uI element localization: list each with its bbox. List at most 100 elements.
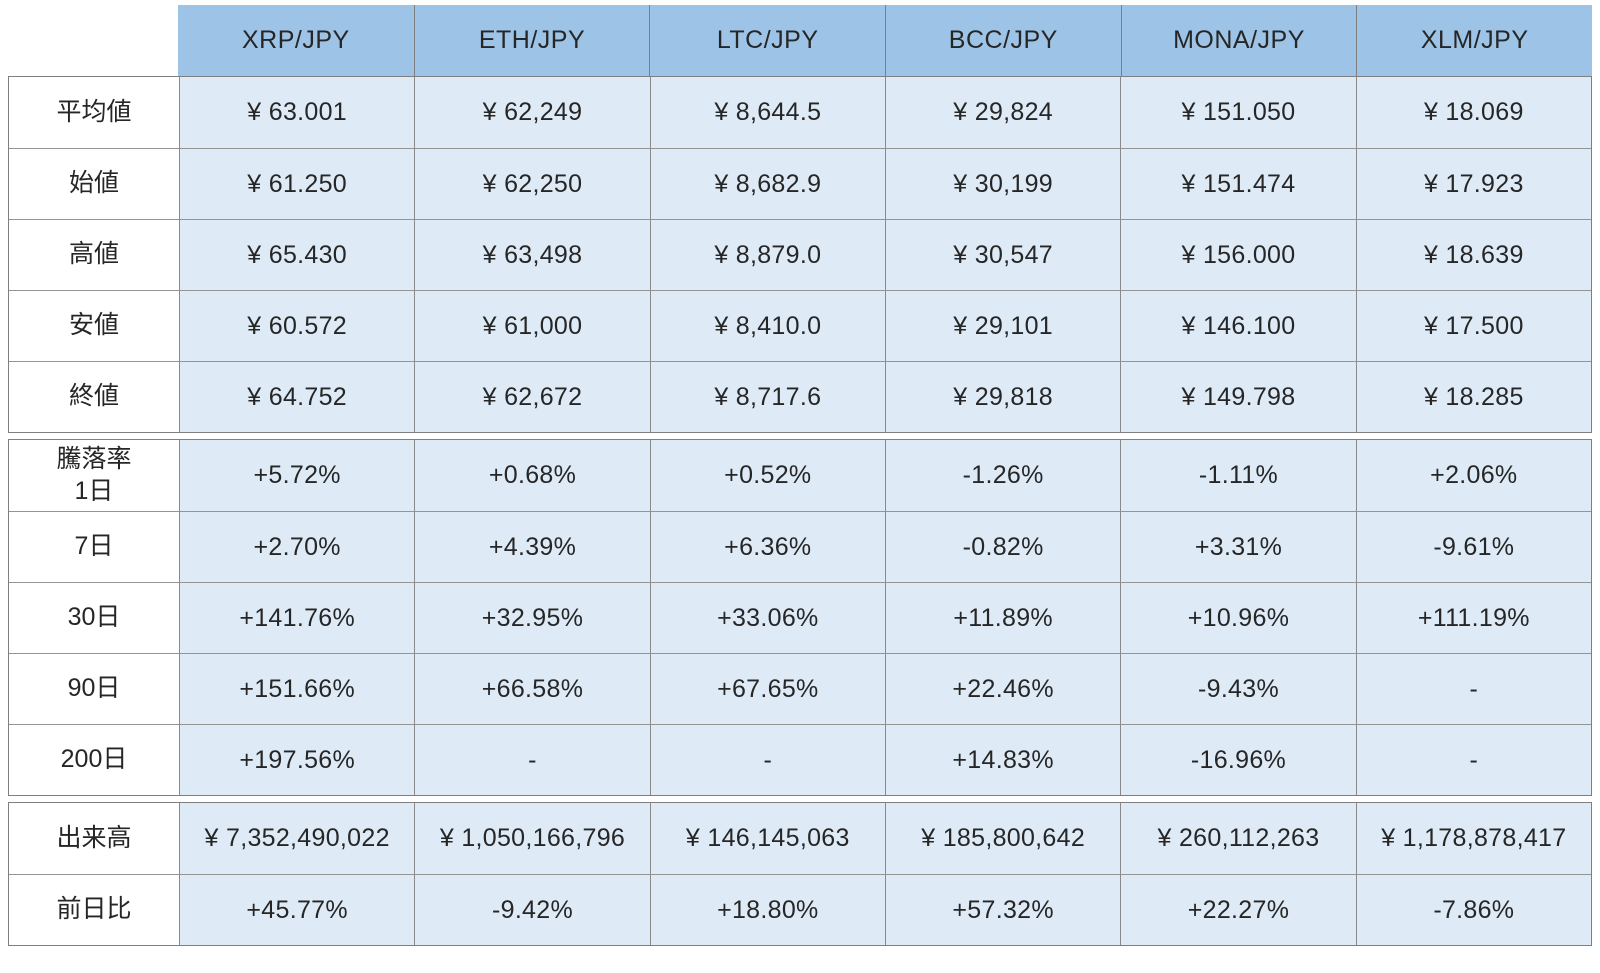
cell-value: ¥ 17.923	[1355, 148, 1591, 219]
cell-value: ¥ 156.000	[1120, 219, 1356, 290]
cell-value: ¥ 61.250	[179, 148, 415, 219]
section-volume: 出来高 ¥ 7,352,490,022 ¥ 1,050,166,796 ¥ 14…	[8, 802, 1592, 946]
cell-value: +197.56%	[179, 724, 415, 795]
cell-value: +2.70%	[179, 511, 415, 582]
column-header-xrp-jpy: XRP/JPY	[178, 5, 414, 76]
column-header-bcc-jpy: BCC/JPY	[885, 5, 1121, 76]
table-row-open: 始値 ¥ 61.250 ¥ 62,250 ¥ 8,682.9 ¥ 30,199 …	[9, 148, 1591, 219]
cell-value: ¥ 8,410.0	[649, 290, 885, 361]
cell-value: ¥ 146,145,063	[649, 803, 885, 874]
cell-value: ¥ 17.500	[1355, 290, 1591, 361]
cell-value: +2.06%	[1355, 440, 1591, 511]
cell-value: ¥ 1,050,166,796	[414, 803, 650, 874]
cell-value: +3.31%	[1120, 511, 1356, 582]
table-row-close: 終値 ¥ 64.752 ¥ 62,672 ¥ 8,717.6 ¥ 29,818 …	[9, 361, 1591, 432]
table-row-vs-prev-day: 前日比 +45.77% -9.42% +18.80% +57.32% +22.2…	[9, 874, 1591, 945]
cell-value: ¥ 260,112,263	[1120, 803, 1356, 874]
cell-value: ¥ 65.430	[179, 219, 415, 290]
cell-value: +141.76%	[179, 582, 415, 653]
table-row-change-30d: 30日 +141.76% +32.95% +33.06% +11.89% +10…	[9, 582, 1591, 653]
crypto-price-comparison-table: XRP/JPY ETH/JPY LTC/JPY BCC/JPY MONA/JPY…	[8, 5, 1592, 946]
cell-value: +32.95%	[414, 582, 650, 653]
cell-value: ¥ 62,250	[414, 148, 650, 219]
column-header-ltc-jpy: LTC/JPY	[649, 5, 885, 76]
cell-value: ¥ 8,879.0	[649, 219, 885, 290]
cell-value: ¥ 61,000	[414, 290, 650, 361]
row-label: 高値	[9, 219, 179, 290]
cell-value: -1.11%	[1120, 440, 1356, 511]
row-label: 平均値	[9, 77, 179, 148]
cell-value: ¥ 29,818	[884, 361, 1121, 432]
cell-value: -0.82%	[884, 511, 1121, 582]
cell-value: -7.86%	[1355, 874, 1591, 945]
section-change-rate: 騰落率 1日 +5.72% +0.68% +0.52% -1.26% -1.11…	[8, 439, 1592, 796]
row-label: 始値	[9, 148, 179, 219]
cell-value: ¥ 18.639	[1355, 219, 1591, 290]
cell-value: ¥ 29,101	[884, 290, 1121, 361]
cell-value: ¥ 151.474	[1120, 148, 1356, 219]
table-row-change-7d: 7日 +2.70% +4.39% +6.36% -0.82% +3.31% -9…	[9, 511, 1591, 582]
cell-value: +4.39%	[414, 511, 650, 582]
cell-value: +45.77%	[179, 874, 415, 945]
table-row-change-200d: 200日 +197.56% - - +14.83% -16.96% -	[9, 724, 1591, 795]
cell-value: ¥ 60.572	[179, 290, 415, 361]
cell-value: +11.89%	[884, 582, 1121, 653]
cell-value: ¥ 18.285	[1355, 361, 1591, 432]
cell-value: +66.58%	[414, 653, 650, 724]
cell-value: ¥ 18.069	[1355, 77, 1591, 148]
cell-value: +151.66%	[179, 653, 415, 724]
cell-value: +0.68%	[414, 440, 650, 511]
cell-value: ¥ 63,498	[414, 219, 650, 290]
table-header-row: XRP/JPY ETH/JPY LTC/JPY BCC/JPY MONA/JPY…	[8, 5, 1592, 76]
cell-value: ¥ 62,249	[414, 77, 650, 148]
cell-value: -	[1355, 724, 1591, 795]
cell-value: +33.06%	[649, 582, 885, 653]
cell-value: ¥ 30,199	[884, 148, 1121, 219]
row-label: 出来高	[9, 803, 179, 874]
cell-value: -	[414, 724, 650, 795]
cell-value: ¥ 8,717.6	[649, 361, 885, 432]
cell-value: +6.36%	[649, 511, 885, 582]
cell-value: +10.96%	[1120, 582, 1356, 653]
column-header-eth-jpy: ETH/JPY	[413, 5, 650, 76]
row-label: 前日比	[9, 874, 179, 945]
cell-value: +14.83%	[884, 724, 1121, 795]
cell-value: ¥ 149.798	[1120, 361, 1356, 432]
row-label: 30日	[9, 582, 179, 653]
column-header-xlm-jpy: XLM/JPY	[1356, 5, 1592, 76]
cell-value: +22.46%	[884, 653, 1121, 724]
table-row-change-90d: 90日 +151.66% +66.58% +67.65% +22.46% -9.…	[9, 653, 1591, 724]
cell-value: -1.26%	[884, 440, 1121, 511]
cell-value: +67.65%	[649, 653, 885, 724]
row-label: 安値	[9, 290, 179, 361]
cell-value: -9.61%	[1355, 511, 1591, 582]
row-label: 200日	[9, 724, 179, 795]
row-label: 終値	[9, 361, 179, 432]
cell-value: ¥ 185,800,642	[884, 803, 1121, 874]
table-row-high: 高値 ¥ 65.430 ¥ 63,498 ¥ 8,879.0 ¥ 30,547 …	[9, 219, 1591, 290]
row-label: 騰落率 1日	[9, 440, 179, 511]
cell-value: -	[649, 724, 885, 795]
row-label: 90日	[9, 653, 179, 724]
cell-value: +57.32%	[884, 874, 1121, 945]
header-corner-spacer	[8, 5, 178, 76]
column-header-mona-jpy: MONA/JPY	[1120, 5, 1357, 76]
cell-value: +5.72%	[179, 440, 415, 511]
cell-value: ¥ 29,824	[884, 77, 1121, 148]
cell-value: ¥ 151.050	[1120, 77, 1356, 148]
table-row-change-1d: 騰落率 1日 +5.72% +0.68% +0.52% -1.26% -1.11…	[9, 440, 1591, 511]
table-row-low: 安値 ¥ 60.572 ¥ 61,000 ¥ 8,410.0 ¥ 29,101 …	[9, 290, 1591, 361]
cell-value: ¥ 1,178,878,417	[1355, 803, 1591, 874]
cell-value: +111.19%	[1355, 582, 1591, 653]
section-price-summary: 平均値 ¥ 63.001 ¥ 62,249 ¥ 8,644.5 ¥ 29,824…	[8, 76, 1592, 433]
cell-value: -9.42%	[414, 874, 650, 945]
cell-value: ¥ 64.752	[179, 361, 415, 432]
cell-value: ¥ 30,547	[884, 219, 1121, 290]
cell-value: ¥ 62,672	[414, 361, 650, 432]
row-label: 7日	[9, 511, 179, 582]
cell-value: ¥ 8,644.5	[649, 77, 885, 148]
cell-value: ¥ 7,352,490,022	[179, 803, 415, 874]
cell-value: +0.52%	[649, 440, 885, 511]
cell-value: +22.27%	[1120, 874, 1356, 945]
cell-value: ¥ 8,682.9	[649, 148, 885, 219]
